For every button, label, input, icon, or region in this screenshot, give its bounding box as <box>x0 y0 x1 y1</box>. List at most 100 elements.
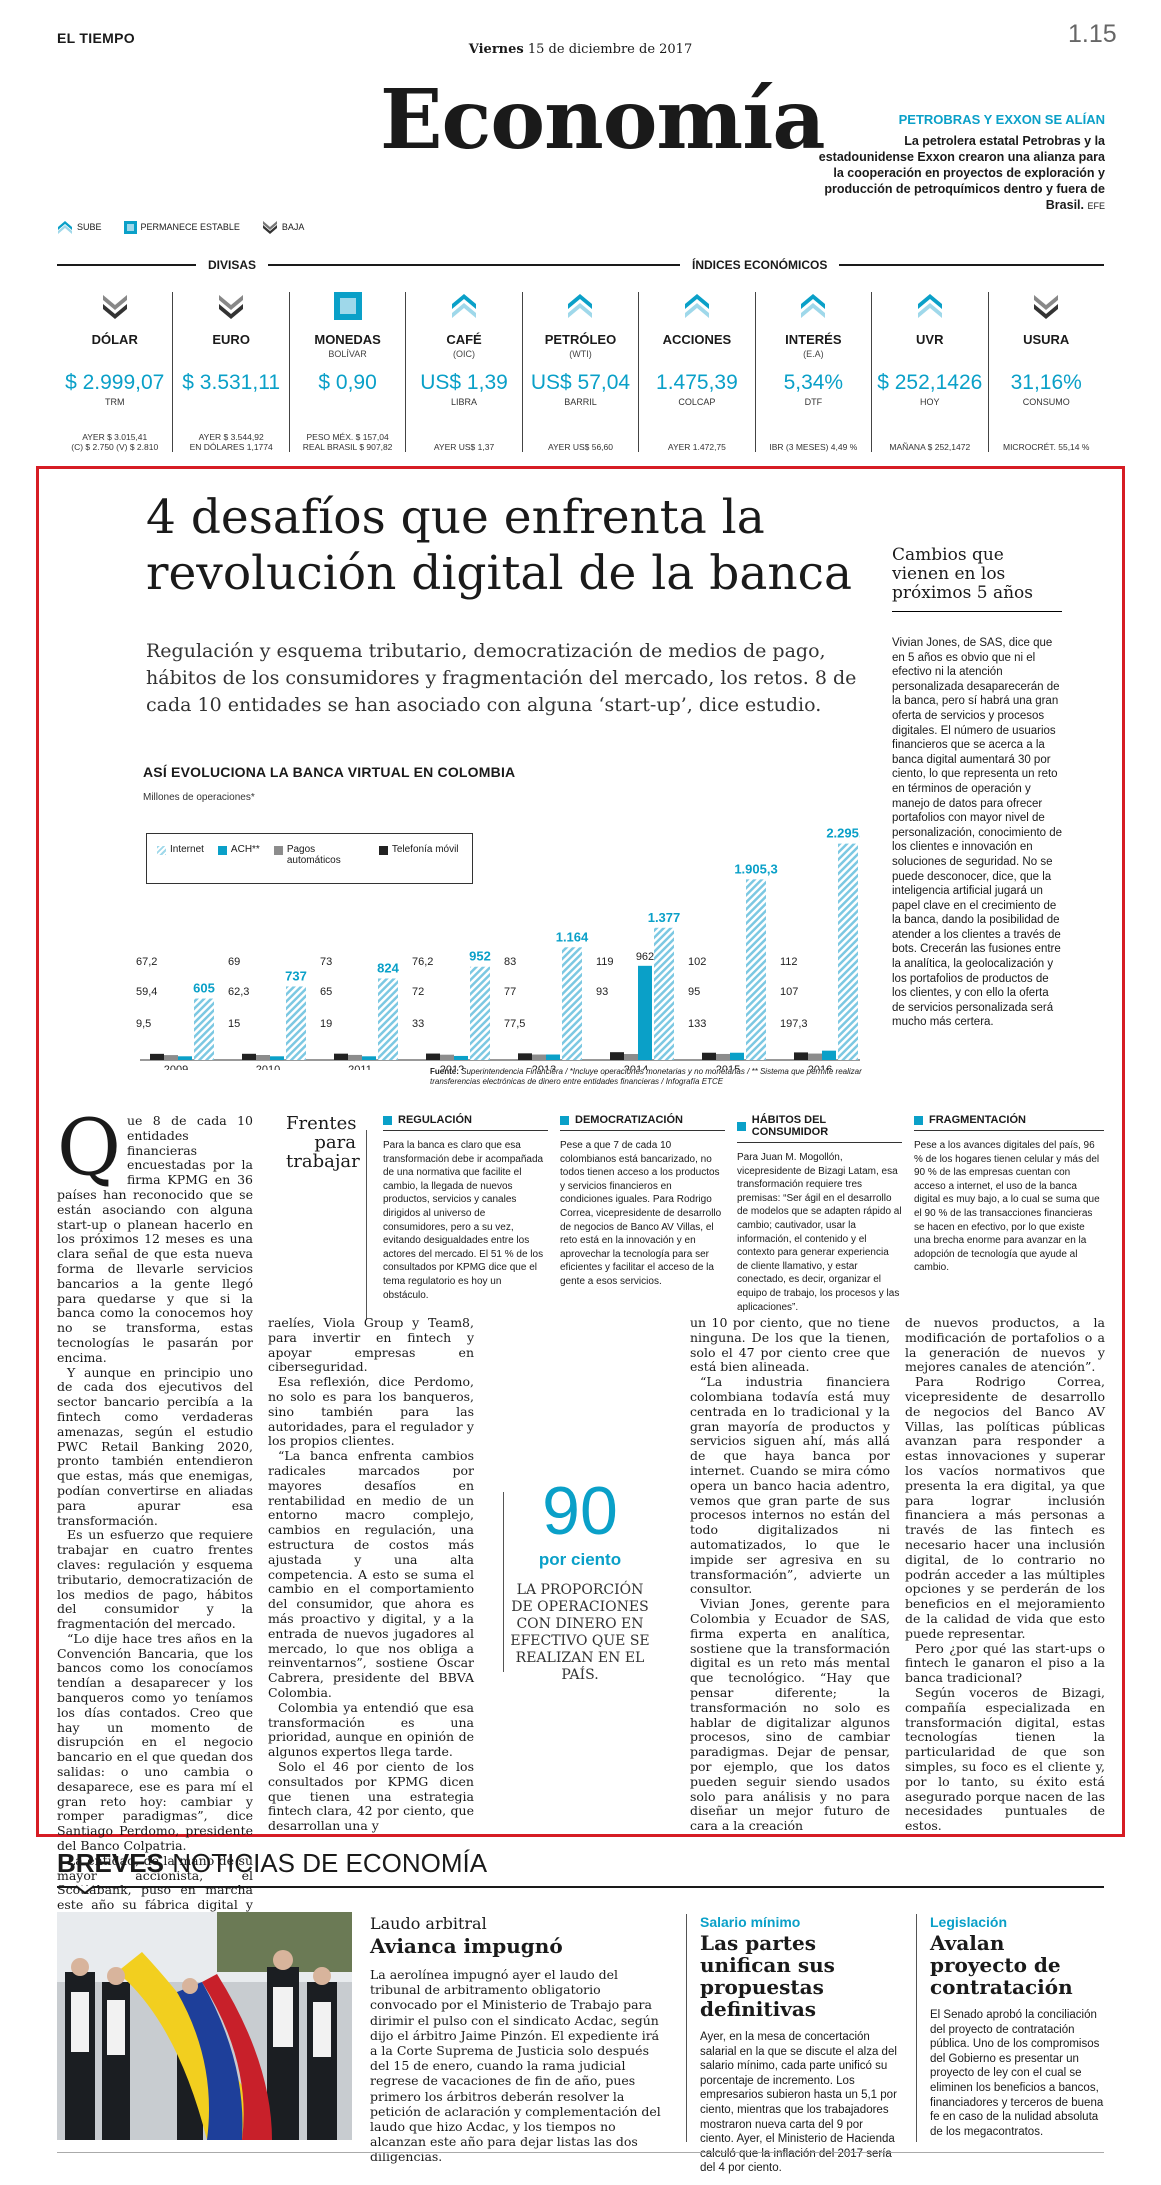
indicator-name: CAFÉ <box>446 332 482 347</box>
indicator-sub: (OIC) <box>453 349 476 359</box>
data-label-ach: 962 <box>636 951 654 963</box>
article-column-1: Q ue 8 de cada 10 entidades financieras … <box>57 1109 253 1942</box>
legend-down: BAJA <box>262 220 304 234</box>
x-tick-label: 2012 <box>440 1064 464 1070</box>
legend-label: Telefonía móvil <box>391 844 459 855</box>
breves-title-bold: BREVES <box>57 1848 164 1878</box>
trend-stable-icon <box>290 292 405 332</box>
indicator-1: EURO $ 3.531,11 AYER $ 3.544,92 EN DÓLARES … <box>172 292 288 452</box>
news-photo <box>57 1912 352 2140</box>
bar-pagos <box>532 1054 546 1060</box>
chart-title: ASÍ EVOLUCIONA LA BANCA VIRTUAL EN COLOM… <box>143 764 516 780</box>
legend-swatch <box>378 846 388 855</box>
col1-p3: Es un esfuerzo que requiere trabajar en … <box>57 1527 253 1632</box>
legend-swatch <box>217 846 227 855</box>
indicator-foot-2: EN DÓLARES 1,1774 <box>189 442 273 452</box>
bar-pagos <box>716 1053 730 1060</box>
indicator-value: 1.475,39 <box>656 371 738 394</box>
indicator-foot: AYER US$ 1,37 <box>406 442 521 452</box>
data-label-pagos: 72 <box>412 986 424 998</box>
col1-p2: Y aunque en principio uno de cada dos ej… <box>57 1364 253 1528</box>
bar-internet <box>654 927 674 1060</box>
data-label-internet: 1.905,3 <box>734 861 777 876</box>
indicator-name: PETRÓLEO <box>544 332 617 347</box>
indicator-unit: BARRIL <box>564 397 597 407</box>
legend-swatch <box>273 846 283 855</box>
indicator-foot-2: (C) $ 2.750 (V) $ 2.810 <box>71 442 159 452</box>
brief-kicker: Salario mínimo <box>700 1914 801 1930</box>
col4-p1: de nuevos productos, a la modificación d… <box>905 1315 1105 1375</box>
indicator-foot: MICROCRÉT. 55,14 % <box>989 442 1104 452</box>
data-label-pagos: 62,3 <box>228 986 249 998</box>
bar-pagos <box>348 1054 362 1060</box>
quote-unit: por ciento <box>538 1550 622 1569</box>
article-column-3: un 10 por ciento, que no tiene ninguna. … <box>690 1315 890 1833</box>
chart-legend-item: Pagos automáticos <box>273 844 365 873</box>
quote-number: 90 <box>542 1473 618 1549</box>
indicator-foot: PESO MÉX. $ 157,04 REAL BRASIL $ 907,82 <box>290 432 405 452</box>
trend-down-icon <box>57 292 172 332</box>
indicator-name: INTERÉS <box>785 332 842 347</box>
indicator-foot-1: PESO MÉX. $ 157,04 <box>306 432 389 442</box>
legend-swatch <box>157 846 166 855</box>
indicator-value: US$ 1,39 <box>420 371 508 394</box>
date-day: Viernes <box>468 42 524 57</box>
caret-icon <box>76 1885 94 1894</box>
indicator-foot: AYER 1.472,75 <box>639 442 754 452</box>
frente-head-label: HÁBITOS DEL CONSUMIDOR <box>751 1114 829 1138</box>
data-label-ach: 77,5 <box>504 1018 525 1030</box>
bar-telefonia <box>334 1053 348 1060</box>
frente-1: DEMOCRATIZACIÓN Pese a que 7 de cada 10 c… <box>560 1114 725 1289</box>
chart-legend-item: ACH** <box>217 844 260 873</box>
bar-internet <box>562 947 582 1060</box>
divisas-label: DIVISAS <box>196 258 269 272</box>
square-bullet-icon <box>737 1121 746 1131</box>
bar-internet <box>838 843 858 1060</box>
page-number: 1.15 <box>1068 20 1117 48</box>
col3-p3: Vivian Jones, gerente para Colombia y Ec… <box>690 1596 890 1834</box>
bar-internet <box>194 998 214 1060</box>
frente-head-label: REGULACIÓN <box>398 1114 472 1126</box>
data-label-telefonia: 73 <box>320 956 332 968</box>
article-column-2: raelíes, Viola Group y Team8, para inver… <box>268 1315 474 1833</box>
col1-p4: “Lo dije hace tres años en la Convención… <box>57 1630 253 1854</box>
indicator-8: USURA 31,16% CONSUMO MICROCRÉT. 55,14 % <box>987 292 1104 452</box>
indicator-foot: AYER $ 3.544,92 EN DÓLARES 1,1774 <box>173 432 288 452</box>
bar-ach <box>270 1056 284 1060</box>
brief-avianca: Laudo arbitral Avianca impugnó La aerolí… <box>370 1914 670 2165</box>
frente-body: Para Juan M. Mogollón, vicepresidente de… <box>737 1152 902 1313</box>
indicator-foot-1: AYER $ 3.544,92 <box>198 432 264 442</box>
indicator-sub <box>173 349 288 361</box>
bar-telefonia <box>426 1053 440 1060</box>
x-tick-label: 2009 <box>164 1064 188 1070</box>
indicator-2: MONEDAS BOLÍVAR $ 0,90 PESO MÉX. $ 157,04 RE… <box>288 292 405 452</box>
trend-up-icon <box>523 292 638 332</box>
trend-up-icon <box>872 292 987 332</box>
bar-telefonia <box>610 1052 624 1060</box>
chart-legend-item: Telefonía móvil <box>378 844 459 873</box>
data-label-pagos: 77 <box>504 986 516 998</box>
x-tick-label: 2014 <box>624 1064 648 1070</box>
breves-title: BREVES NOTICIAS DE ECONOMÍA <box>57 1848 487 1879</box>
col2-p2: Esa reflexión, dice Perdomo, no solo es … <box>268 1374 474 1449</box>
data-label-internet: 2.295,1 <box>826 826 860 841</box>
brief-salario: Salario mínimo Las partes unifican sus p… <box>700 1914 900 2176</box>
data-label-internet: 737 <box>285 968 307 983</box>
indicator-sub <box>989 349 1104 361</box>
frentes-title: Frentes para trabajar <box>286 1113 360 1172</box>
side-news-credit: EFE <box>1087 201 1105 211</box>
side-news-headline: PETROBRAS Y EXXON SE ALÍAN <box>898 112 1105 127</box>
indicator-foot-1: MICROCRÉT. 55,14 % <box>1002 442 1090 452</box>
indicator-foot-1: AYER $ 3.015,41 <box>82 432 148 442</box>
frente-body: Pese a los avances digitales del país, 9… <box>914 1140 1100 1274</box>
legend-label: Internet <box>170 844 204 855</box>
indicators-row: DÓLAR $ 2.999,07 TRM AYER $ 3.015,41 (C) $ 2… <box>57 292 1104 452</box>
bar-internet <box>378 978 398 1060</box>
bar-internet <box>286 986 306 1060</box>
brief-headline: Avalan proyecto de contratación <box>930 1931 1073 1999</box>
side-news-text: La petrolera estatal Petrobras y la esta… <box>818 134 1105 212</box>
data-label-pagos: 93 <box>596 986 608 998</box>
dateline: Viernes 15 de diciembre de 2017 <box>0 42 1161 57</box>
data-label-telefonia: 102 <box>688 956 706 968</box>
data-label-internet: 1.164 <box>556 929 589 944</box>
